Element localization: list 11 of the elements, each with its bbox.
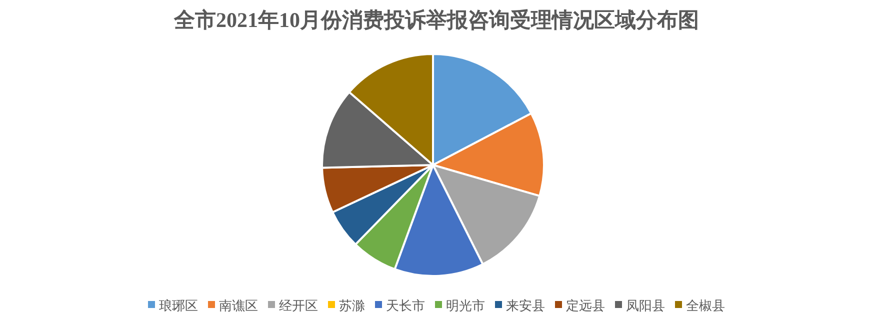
chart-title: 全市2021年10月份消费投诉举报咨询受理情况区域分布图 — [173, 8, 699, 32]
legend-label: 凤阳县 — [626, 298, 665, 313]
legend-label: 琅琊区 — [159, 298, 198, 313]
legend-label: 来安县 — [506, 298, 545, 313]
legend-label: 全椒县 — [686, 298, 725, 313]
legend-label: 定远县 — [566, 298, 605, 313]
legend-label: 明光市 — [446, 298, 485, 313]
legend-label: 苏滁 — [339, 298, 365, 313]
legend-label: 天长市 — [386, 298, 425, 313]
legend-label: 经开区 — [279, 298, 318, 313]
legend-label: 南谯区 — [219, 298, 258, 313]
